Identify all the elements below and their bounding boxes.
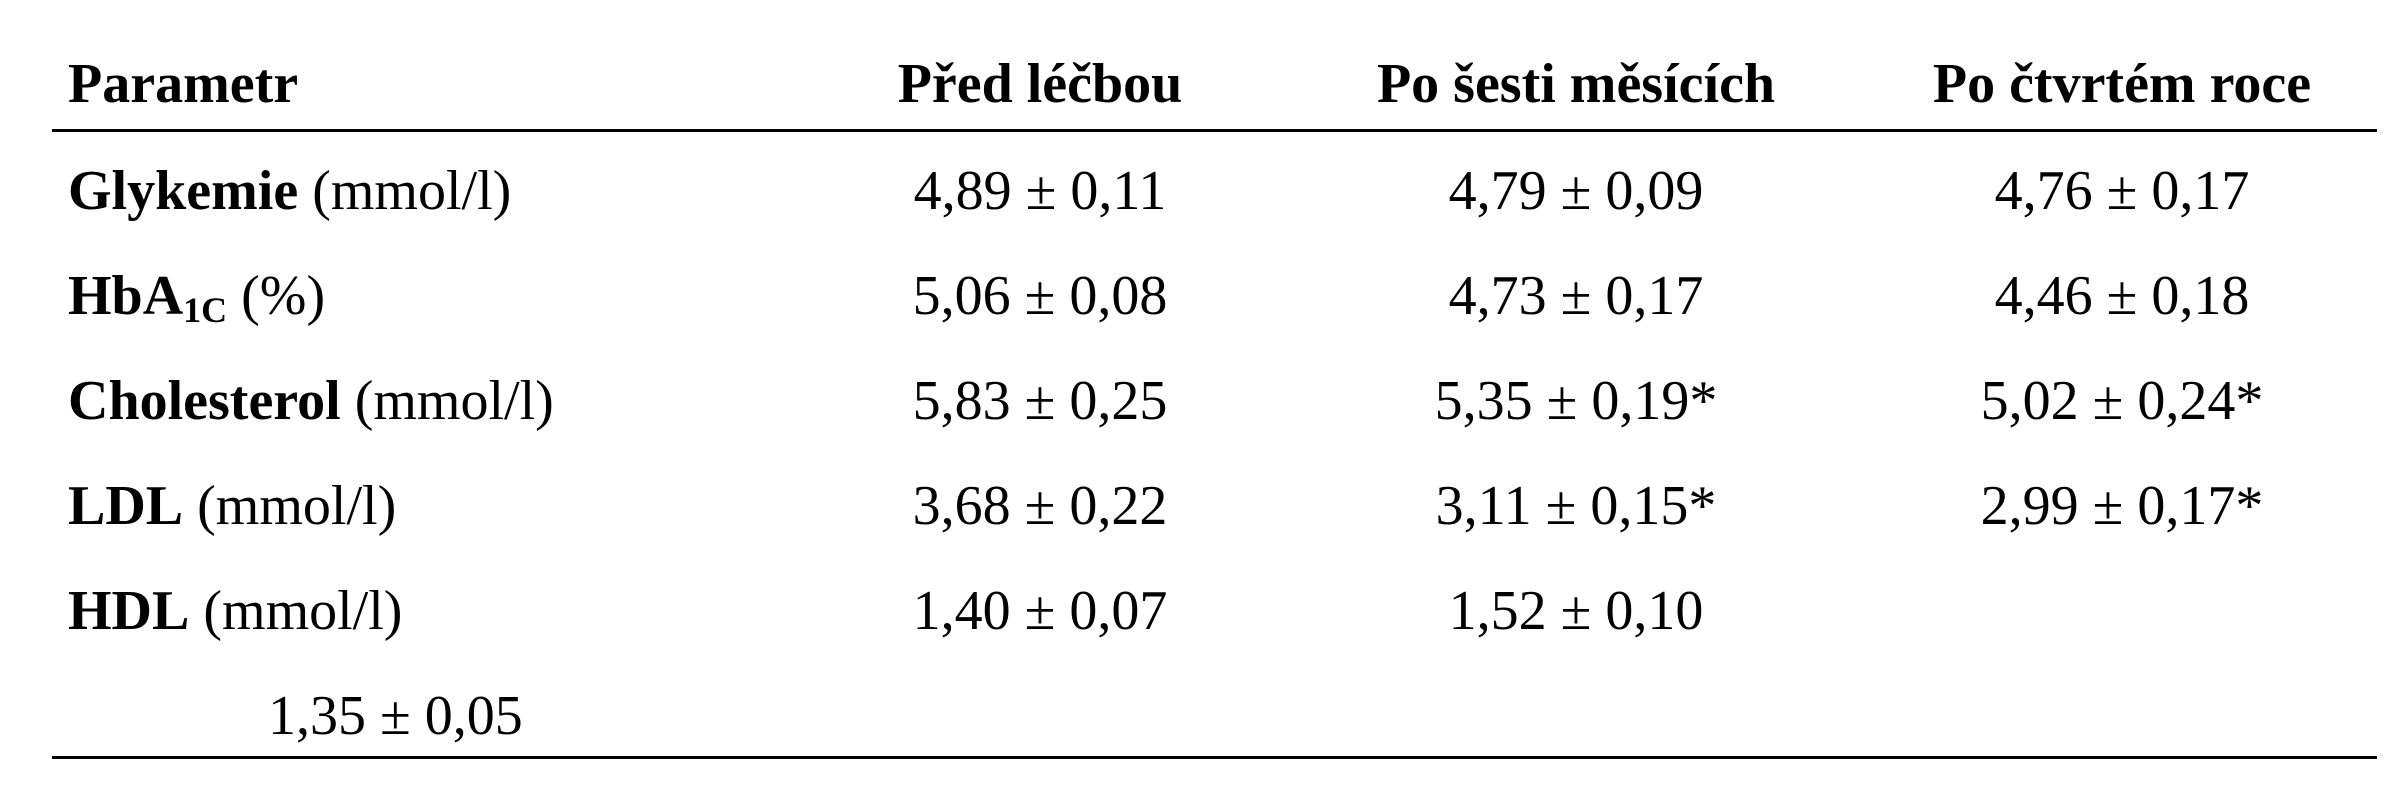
param-name: Glykemie [68, 160, 299, 222]
param-unit: (mmol/l) [197, 475, 397, 537]
table-top-rule [52, 129, 2377, 132]
hdl-fourth-year: 1,35 ± 0,05 [268, 685, 523, 747]
hdl-before: 1,40 ± 0,07 [912, 580, 1168, 642]
hba1c-before: 5,06 ± 0,08 [912, 265, 1168, 327]
ldl-six-months: 3,11 ± 0,15* [1435, 475, 1717, 537]
param-unit: (mmol/l) [354, 370, 554, 432]
cholesterol-before: 5,83 ± 0,25 [912, 370, 1168, 432]
glykemie-six-months: 4,79 ± 0,09 [1448, 160, 1704, 222]
row-label-glykemie: Glykemie (mmol/l) [68, 163, 511, 219]
row-label-cholesterol: Cholesterol (mmol/l) [68, 373, 554, 429]
cholesterol-fourth-year: 5,02 ± 0,24* [1980, 370, 2264, 432]
table-bottom-rule [52, 756, 2377, 759]
ldl-before: 3,68 ± 0,22 [912, 475, 1168, 537]
hba1c-six-months: 4,73 ± 0,17 [1448, 265, 1704, 327]
hba1c-fourth-year: 4,46 ± 0,18 [1994, 265, 2250, 327]
param-name: HbA1C [68, 265, 228, 330]
param-name: LDL [68, 475, 184, 537]
param-unit: (mmol/l) [312, 160, 512, 222]
row-label-hdl: HDL (mmol/l) [68, 583, 402, 639]
param-name: Cholesterol [68, 370, 341, 432]
param-name: HDL [68, 580, 190, 642]
param-name-subscript: 1C [183, 290, 228, 330]
hdl-six-months: 1,52 ± 0,10 [1448, 580, 1704, 642]
header-po-sesti-mesicich: Po šesti měsících [1376, 53, 1776, 115]
param-name-main: HbA [68, 265, 184, 327]
header-parametr: Parametr [68, 53, 299, 115]
row-label-hba1c: HbA1C (%) [68, 265, 326, 330]
glykemie-before: 4,89 ± 0,11 [913, 160, 1167, 222]
param-unit: (%) [241, 265, 326, 327]
row-label-ldl: LDL (mmol/l) [68, 478, 396, 534]
cholesterol-six-months: 5,35 ± 0,19* [1434, 370, 1718, 432]
param-unit: (mmol/l) [203, 580, 403, 642]
glykemie-fourth-year: 4,76 ± 0,17 [1994, 160, 2250, 222]
header-po-ctvrtem-roce: Po čtvrtém roce [1932, 53, 2312, 115]
header-pred-lecbou: Před léčbou [897, 53, 1183, 115]
ldl-fourth-year: 2,99 ± 0,17* [1980, 475, 2264, 537]
